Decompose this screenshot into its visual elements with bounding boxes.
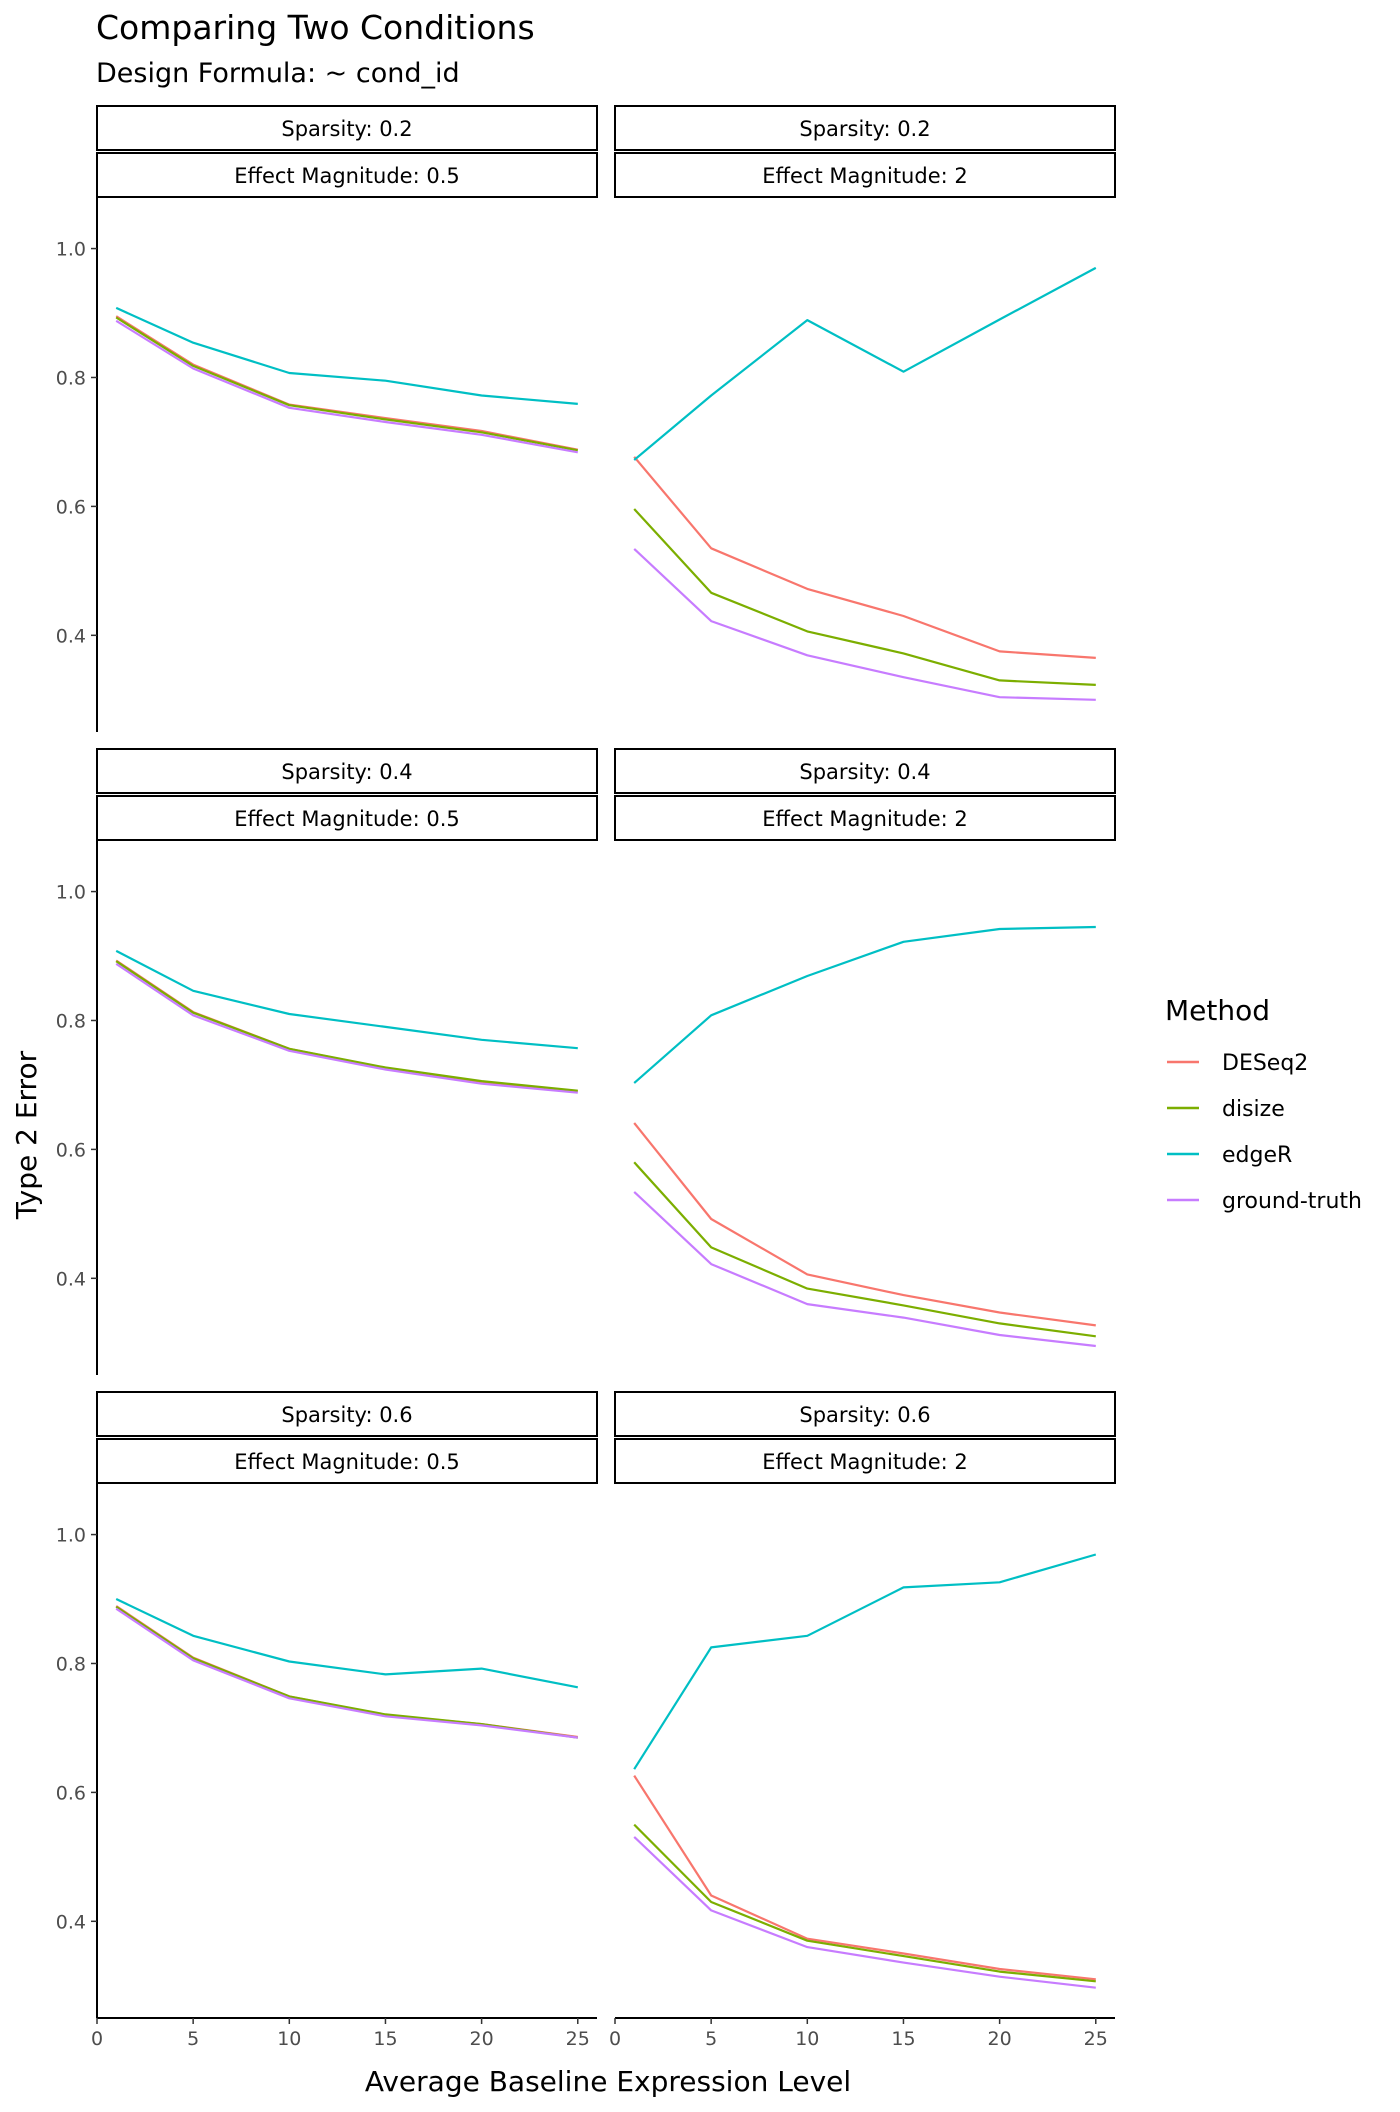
strip-label-sparsity: Sparsity: 0.6 [799,1403,930,1427]
chart-subtitle: Design Formula: ~ cond_id [96,58,460,89]
strip-sparsity [614,748,1116,794]
strip-label-sparsity: Sparsity: 0.4 [799,760,930,784]
facet-panel: Sparsity: 0.6 Effect Magnitude: 0.5 0.4 0.6… [56,1391,598,2050]
y-axis-title: Type 2 Error [10,1050,43,1220]
chart-title: Comparing Two Conditions [96,8,535,47]
x-axis-title: Average Baseline Expression Level [365,2065,851,2098]
x-tick-label: 5 [705,2028,717,2050]
y-tick-label: 0.6 [56,1139,86,1161]
x-tick-label: 0 [91,2028,103,2050]
y-tick-label: 1.0 [56,239,86,261]
strip-effect-magnitude [96,152,598,198]
strip-label-sparsity: Sparsity: 0.2 [799,117,930,141]
x-tick-label: 5 [187,2028,199,2050]
strip-effect-magnitude [96,795,598,841]
series-line [633,1122,1096,1327]
y-tick-label: 0.4 [56,1268,86,1290]
legend-label: edgeR [1222,1143,1292,1168]
x-tick-label: 10 [795,2028,819,2050]
strip-sparsity [614,105,1116,151]
series-line [115,959,578,1093]
series-line [115,1607,578,1739]
strip-effect-magnitude [96,1438,598,1484]
series-line [633,266,1097,461]
y-tick-label: 0.6 [56,1782,86,1804]
strip-effect-magnitude [614,1438,1116,1484]
series-line [633,548,1096,701]
series-line [633,1836,1096,1989]
series-line [633,1775,1096,1981]
legend: Method DESeq2 disize edgeR ground-truth [1165,994,1362,1214]
series-line [633,1191,1096,1348]
y-tick-label: 0.8 [56,367,86,389]
legend-label: ground-truth [1222,1189,1362,1214]
x-tick-label: 15 [373,2028,397,2050]
y-tick-label: 0.8 [56,1010,86,1032]
x-tick-label: 10 [277,2028,301,2050]
y-tick-label: 0.4 [56,1911,86,1933]
x-tick-label: 0 [609,2028,621,2050]
series-line [115,316,579,452]
strip-label-sparsity: Sparsity: 0.4 [281,760,412,784]
facet-panel: Sparsity: 0.4 Effect Magnitude: 2 [614,748,1116,1348]
y-tick-label: 0.8 [56,1653,86,1675]
series-line [115,1605,578,1739]
series-line [633,925,1096,1084]
strip-label-sparsity: Sparsity: 0.2 [281,117,412,141]
x-tick-label: 15 [891,2028,915,2050]
strip-label-sparsity: Sparsity: 0.6 [281,1403,412,1427]
x-tick-label: 25 [1084,2028,1108,2050]
strip-sparsity [96,748,598,794]
series-line [115,962,578,1094]
strip-label-effect-magnitude: Effect Magnitude: 0.5 [234,807,460,831]
facet-panels: Sparsity: 0.2 Effect Magnitude: 0.5 0.4 0.6… [56,105,1116,2050]
strip-sparsity [96,1391,598,1437]
series-line [633,456,1096,659]
x-tick-label: 20 [470,2028,494,2050]
series-line [115,1605,578,1739]
facet-panel: Sparsity: 0.2 Effect Magnitude: 2 [614,105,1116,701]
strip-label-effect-magnitude: Effect Magnitude: 0.5 [234,1450,460,1474]
strip-label-effect-magnitude: Effect Magnitude: 2 [762,164,967,188]
series-line [115,949,578,1050]
legend-items: DESeq2 disize edgeR ground-truth [1167,1051,1362,1214]
facet-panel: Sparsity: 0.2 Effect Magnitude: 0.5 0.4 0.6… [56,105,598,732]
series-line [633,1161,1096,1338]
y-tick-label: 1.0 [56,1525,86,1547]
x-tick-label: 25 [566,2028,590,2050]
strip-label-effect-magnitude: Effect Magnitude: 2 [762,807,967,831]
series-line [115,1598,579,1689]
y-tick-label: 0.6 [56,496,86,518]
strip-sparsity [614,1391,1116,1437]
facet-panel: Sparsity: 0.4 Effect Magnitude: 0.5 0.4 0.6… [56,748,598,1375]
x-tick-label: 20 [988,2028,1012,2050]
strip-label-effect-magnitude: Effect Magnitude: 0.5 [234,164,460,188]
strip-effect-magnitude [614,152,1116,198]
strip-sparsity [96,105,598,151]
series-line [115,315,579,451]
series-line [633,508,1096,686]
y-tick-label: 1.0 [56,882,86,904]
legend-title: Method [1165,994,1270,1027]
y-tick-label: 0.4 [56,625,86,647]
series-line [115,306,578,405]
series-line [633,1553,1097,1770]
legend-label: DESeq2 [1222,1051,1308,1076]
series-line [115,960,578,1092]
series-line [115,319,578,454]
strip-effect-magnitude [614,795,1116,841]
series-line [633,1823,1096,1983]
strip-label-effect-magnitude: Effect Magnitude: 2 [762,1450,967,1474]
legend-label: disize [1222,1097,1285,1122]
facet-panel: Sparsity: 0.6 Effect Magnitude: 2 0 5 10 15 20… [609,1391,1116,2050]
